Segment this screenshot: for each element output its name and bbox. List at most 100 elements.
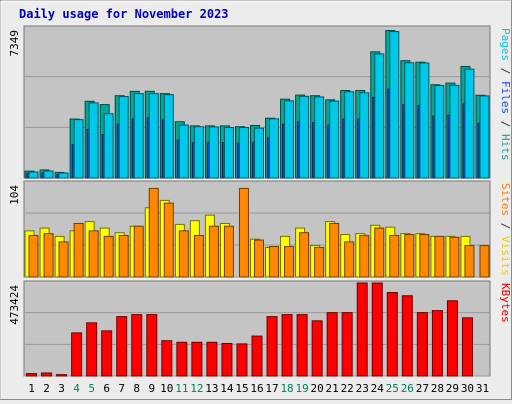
panel-pages-files-hits-bar-pages-day-22: [344, 91, 355, 179]
panel-visits-sites-bar-sites-day-15: [238, 187, 249, 278]
x-tick-label: 15: [235, 382, 248, 395]
panel-visits-sites-bar-sites-day-28: [434, 235, 445, 278]
panel-visits-sites-bar-sites-day-14: [223, 225, 234, 278]
x-tick-label: 5: [88, 382, 95, 395]
x-tick-label: 20: [311, 382, 324, 395]
panel-kbytes-bar-kbytes-day-23: [356, 282, 368, 377]
panel-visits-sites-bar-sites-day-4: [73, 222, 84, 278]
panel-visits-sites-bar-sites-day-12: [193, 234, 204, 278]
x-tick-label: 18: [280, 382, 293, 395]
panel-visits-sites-bar-sites-day-27: [419, 234, 430, 278]
x-tick-label: 9: [148, 382, 155, 395]
panel-visits-sites-bar-sites-day-17: [269, 246, 280, 278]
panel-kbytes-bar-kbytes-day-11: [176, 341, 188, 377]
panel-visits-sites-bar-sites-day-3: [58, 241, 69, 278]
panel-kbytes-bar-kbytes-day-22: [341, 312, 353, 377]
panel-kbytes-bar-kbytes-day-29: [446, 300, 458, 377]
panel-visits-sites-bar-sites-day-13: [208, 225, 219, 278]
panel-pages-files-hits-bar-pages-day-29: [449, 84, 460, 179]
x-tick-label: 25: [386, 382, 399, 395]
panel-pages-files-hits-bar-pages-day-13: [208, 126, 219, 179]
panel-pages-files-hits-legend-part: /: [499, 61, 512, 81]
panel-kbytes-bar-kbytes-day-25: [386, 292, 398, 377]
panel-kbytes-bar-kbytes-day-14: [221, 342, 233, 377]
panel-pages-files-hits-bar-pages-day-17: [269, 118, 280, 179]
panel-visits-sites-bar-sites-day-11: [178, 230, 189, 278]
panel-kbytes-bar-kbytes-day-30: [461, 317, 473, 377]
panel-visits-sites-bar-sites-day-7: [118, 234, 129, 278]
x-tick-label: 7: [118, 382, 125, 395]
panel-pages-files-hits-bar-pages-day-27: [419, 62, 430, 179]
panel-visits-sites-bar-sites-day-10: [163, 202, 174, 278]
panel-kbytes-legend: KBytes: [499, 283, 512, 323]
panel-kbytes-bar-kbytes-day-3: [56, 374, 68, 377]
panel-visits-sites-bar-sites-day-25: [389, 234, 400, 278]
x-tick-label: 22: [341, 382, 354, 395]
x-tick-label: 24: [371, 382, 385, 395]
x-tick-label: 12: [190, 382, 203, 395]
panel-visits-sites-bar-sites-day-1: [28, 234, 39, 278]
panel-pages-files-hits-bar-pages-day-31: [479, 95, 490, 179]
x-tick-label: 2: [43, 382, 50, 395]
panel-pages-files-hits-bar-pages-day-7: [118, 96, 129, 179]
panel-pages-files-hits-bar-pages-day-2: [43, 170, 54, 179]
panel-visits-sites-bar-sites-day-21: [329, 222, 340, 278]
panel-kbytes-bar-kbytes-day-10: [161, 340, 173, 377]
panel-kbytes-bar-kbytes-day-1: [26, 373, 38, 377]
panel-visits-sites-bar-sites-day-22: [344, 241, 355, 278]
panel-pages-files-hits-bar-pages-day-1: [28, 171, 39, 179]
panel-pages-files-hits-bar-pages-day-18: [284, 100, 295, 179]
x-tick-label: 3: [58, 382, 65, 395]
panel-visits-sites-bar-sites-day-29: [449, 236, 460, 278]
x-tick-label: 14: [220, 382, 234, 395]
panel-kbytes-bar-kbytes-day-19: [296, 314, 308, 377]
panel-kbytes-bar-kbytes-day-27: [416, 312, 428, 377]
x-tick-label: 30: [461, 382, 474, 395]
panel-pages-files-hits-legend: Pages / Files / Hits: [499, 28, 512, 161]
x-tick-label: 29: [446, 382, 459, 395]
panel-visits-sites-legend-part: /: [499, 216, 512, 236]
panel-pages-files-hits-bar-pages-day-15: [238, 127, 249, 179]
panel-kbytes-bar-kbytes-day-4: [71, 332, 83, 377]
panel-pages-files-hits-legend-part: Hits: [499, 134, 512, 161]
panel-kbytes-bar-kbytes-day-24: [371, 282, 383, 377]
panel-pages-files-hits-bar-pages-day-4: [73, 119, 84, 179]
panel-visits-sites-bar-sites-day-16: [254, 239, 264, 278]
panel-visits-sites-bar-sites-day-26: [404, 234, 415, 278]
panel-kbytes-bar-kbytes-day-5: [86, 322, 98, 377]
panel-pages-files-hits-bar-pages-day-30: [464, 68, 475, 179]
panel-visits-sites-bar-sites-day-18: [284, 246, 295, 278]
panel-kbytes-bar-kbytes-day-18: [281, 314, 293, 377]
panel-visits-sites-bar-sites-day-20: [314, 246, 325, 278]
panel-pages-files-hits-bar-pages-day-5: [88, 102, 99, 179]
panel-visits-sites-bar-sites-day-23: [359, 234, 370, 278]
panel-visits-sites-legend: Sites / Visits: [499, 183, 512, 276]
panel-visits-sites-bar-sites-day-6: [103, 235, 114, 278]
panel-kbytes-bar-kbytes-day-26: [401, 295, 413, 377]
x-tick-label: 27: [416, 382, 429, 395]
panel-kbytes-bar-kbytes-day-15: [236, 343, 248, 377]
panel-pages-files-hits-bar-pages-day-25: [389, 31, 400, 179]
panel-kbytes-bar-kbytes-day-7: [116, 316, 128, 377]
panel-visits-sites-bar-sites-day-8: [133, 225, 144, 278]
x-tick-label: 17: [265, 382, 278, 395]
panel-visits-sites-bar-sites-day-19: [299, 232, 310, 278]
chart-title: Daily usage for November 2023: [19, 7, 229, 21]
x-tick-label: 8: [133, 382, 140, 395]
panel-pages-files-hits-bar-pages-day-26: [404, 62, 415, 179]
panel-kbytes-bar-kbytes-day-21: [326, 312, 338, 377]
panel-pages-files-hits-bar-pages-day-16: [254, 127, 264, 179]
panel-pages-files-hits-bar-pages-day-11: [178, 124, 189, 179]
panel-kbytes-legend-part: KBytes: [499, 283, 512, 323]
panel-kbytes-bar-kbytes-day-12: [191, 341, 203, 377]
panel-kbytes-bar-kbytes-day-20: [311, 320, 323, 377]
panel-pages-files-hits-bar-pages-day-20: [314, 96, 325, 179]
panel-pages-files-hits-bar-pages-day-28: [434, 85, 445, 179]
panel-pages-files-hits-bar-pages-day-8: [133, 93, 144, 179]
x-tick-label: 23: [356, 382, 369, 395]
panel-visits-sites-bar-sites-day-2: [43, 233, 54, 278]
panel-pages-files-hits-bar-pages-day-21: [329, 100, 340, 179]
panel-kbytes-max-label: 473424: [8, 285, 21, 325]
panel-pages-files-hits-bar-pages-day-12: [193, 126, 204, 179]
